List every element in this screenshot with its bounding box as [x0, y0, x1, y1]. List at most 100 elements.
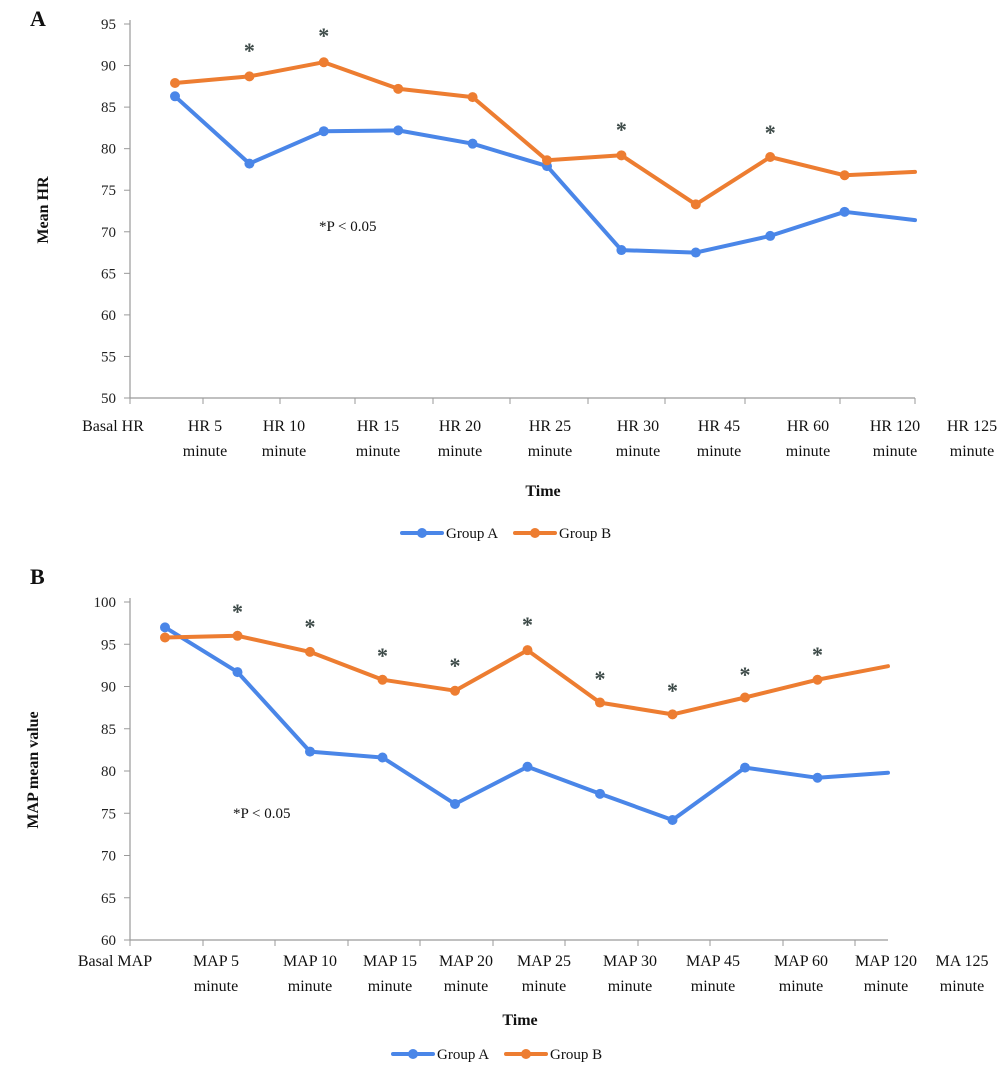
y-tick-label: 65: [101, 891, 116, 907]
legend-item-group-b: Group B: [513, 526, 611, 542]
x-tick-label-line: MAP 45: [686, 953, 740, 970]
x-tick-label: HR 15 minute: [356, 418, 400, 460]
x-tick-label: MAP 30 minute: [603, 953, 657, 995]
data-point-group-a: [595, 788, 605, 799]
y-tick-label: 60: [101, 933, 116, 949]
x-tick-label-unit: minute: [444, 978, 488, 995]
data-point-group-b: [318, 57, 329, 68]
x-tick-label-line: HR 10: [263, 418, 305, 435]
significance-star: *: [667, 678, 678, 703]
y-tick-label: 60: [101, 308, 116, 324]
data-point-group-a: [740, 762, 750, 773]
x-tick-label-line: HR 30: [617, 418, 659, 435]
x-tick-label-unit: minute: [528, 443, 572, 460]
y-tick-label: 85: [101, 100, 116, 116]
x-tick-label: MA 125 minute: [936, 953, 989, 995]
data-point-group-a: [170, 91, 180, 102]
x-tick-label-unit: minute: [183, 443, 227, 460]
y-tick-label: 75: [101, 183, 116, 199]
x-axis-title: Time: [525, 483, 560, 500]
data-point-group-a: [667, 815, 678, 826]
panel-label: B: [30, 564, 45, 589]
y-tick-label: 70: [101, 849, 116, 865]
x-tick-label-unit: minute: [356, 443, 400, 460]
series-line-group-a: [163, 625, 890, 822]
y-tick-label: 80: [101, 764, 116, 780]
y-tick-label: 55: [101, 349, 116, 365]
x-tick-label-unit: minute: [438, 443, 482, 460]
x-tick-label: HR 45 minute: [697, 418, 741, 460]
significance-star: *: [244, 38, 255, 63]
legend: Group A Group B: [400, 526, 611, 542]
x-tick-label-line: Basal HR: [82, 418, 144, 435]
data-point-group-b: [667, 709, 678, 720]
data-point-group-a: [616, 245, 627, 256]
data-point-group-b: [467, 92, 478, 103]
y-tick-label: 75: [101, 806, 116, 822]
x-tick-label-line: MAP 30: [603, 953, 657, 970]
data-point-group-a: [393, 125, 404, 136]
legend-marker: [521, 1049, 531, 1059]
x-tick-label-line: HR 45: [698, 418, 740, 435]
x-tick-label-line: HR 125: [947, 418, 997, 435]
data-point-group-b: [393, 83, 404, 94]
x-tick-label-unit: minute: [616, 443, 660, 460]
data-point-group-b: [542, 155, 552, 166]
x-tick-label: MAP 25 minute: [517, 953, 571, 995]
x-tick-label-unit: minute: [608, 978, 652, 995]
data-point-group-b: [232, 630, 243, 641]
significance-star: *: [616, 117, 627, 142]
data-point-group-a: [450, 798, 460, 809]
data-point-group-a: [522, 761, 533, 772]
x-tick-label-unit: minute: [691, 978, 735, 995]
significance-star: *: [305, 614, 316, 639]
x-tick-label: Basal MAP: [78, 953, 152, 970]
data-point-group-b: [595, 697, 605, 708]
x-tick-label-line: HR 15: [357, 418, 399, 435]
x-tick-label-line: Basal MAP: [78, 953, 152, 970]
x-tick-label: HR 120 minute: [870, 418, 920, 460]
x-tick-label: HR 25 minute: [528, 418, 572, 460]
significance-note: *P < 0.05: [233, 806, 291, 822]
x-tick-label: MAP 5 minute: [193, 953, 239, 995]
legend-label: Group A: [446, 526, 498, 542]
x-tick-label-line: MAP 120: [855, 953, 917, 970]
x-tick-label-unit: minute: [697, 443, 741, 460]
significance-star: *: [318, 23, 329, 48]
x-tick-label-line: MAP 15: [363, 953, 417, 970]
data-point-group-b: [616, 150, 627, 161]
legend-label: Group B: [550, 1047, 602, 1063]
x-tick-label-unit: minute: [873, 443, 917, 460]
data-point-group-a: [690, 247, 701, 258]
data-point-group-b: [170, 78, 180, 89]
x-tick-label-line: MAP 5: [193, 953, 239, 970]
x-tick-label: MAP 120 minute: [855, 953, 917, 995]
x-tick-label-line: MAP 20: [439, 953, 493, 970]
data-point-group-a: [839, 206, 850, 217]
y-tick-label: 100: [94, 595, 117, 611]
x-tick-label-unit: minute: [262, 443, 306, 460]
y-tick-label: 95: [101, 637, 116, 653]
data-point-group-a: [305, 746, 315, 757]
y-tick-label: 85: [101, 722, 116, 738]
significance-star: *: [765, 120, 776, 145]
data-point-group-a: [765, 230, 776, 241]
x-tick-label-line: HR 5: [188, 418, 222, 435]
x-tick-label: MAP 20 minute: [439, 953, 493, 995]
data-point-group-b: [839, 170, 850, 181]
x-tick-label: MAP 10 minute: [283, 953, 337, 995]
y-axis-title: Mean HR: [35, 176, 52, 244]
x-tick-label-line: HR 120: [870, 418, 920, 435]
y-tick-label: 50: [101, 391, 116, 407]
y-tick-label: 90: [101, 680, 116, 696]
x-tick-label-line: MA 125: [936, 953, 989, 970]
data-point-group-a: [467, 138, 478, 149]
x-tick-label: Basal HR: [82, 418, 144, 435]
data-point-group-b: [377, 674, 388, 685]
y-tick-label: 90: [101, 59, 116, 75]
data-point-group-b: [450, 685, 460, 696]
data-point-group-a: [160, 622, 170, 633]
x-tick-label-unit: minute: [522, 978, 566, 995]
significance-note: *P < 0.05: [319, 219, 377, 235]
